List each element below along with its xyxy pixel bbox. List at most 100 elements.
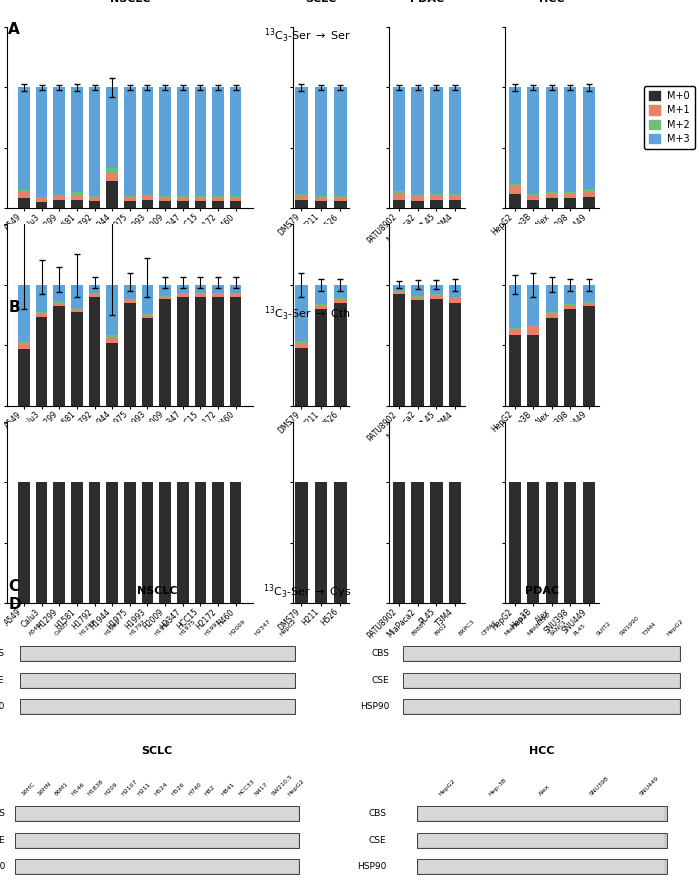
Bar xyxy=(53,482,65,603)
Bar xyxy=(124,303,136,405)
Text: H526: H526 xyxy=(171,781,185,797)
Bar xyxy=(106,284,118,335)
Bar xyxy=(412,284,424,296)
Text: Hep-3B: Hep-3B xyxy=(488,777,508,797)
Bar xyxy=(159,297,171,299)
Text: 16HN: 16HN xyxy=(37,781,52,797)
Bar xyxy=(106,182,118,208)
Text: H2347: H2347 xyxy=(254,619,272,637)
Text: A: A xyxy=(8,22,20,37)
Bar xyxy=(71,87,82,192)
Title: HCC: HCC xyxy=(529,746,554,756)
Bar xyxy=(212,297,224,405)
Bar xyxy=(142,87,153,195)
Title: PDAC: PDAC xyxy=(410,0,444,4)
Bar xyxy=(89,200,100,208)
Bar xyxy=(404,674,679,687)
Bar xyxy=(509,284,521,328)
Text: CSE: CSE xyxy=(369,836,387,845)
Text: Alex: Alex xyxy=(538,784,552,797)
Bar xyxy=(295,341,308,343)
Bar xyxy=(21,674,294,687)
Bar xyxy=(71,200,82,208)
Bar xyxy=(142,284,153,314)
Bar xyxy=(546,87,558,192)
Text: HepG2: HepG2 xyxy=(279,618,298,637)
Bar xyxy=(106,482,118,603)
Text: H1838: H1838 xyxy=(87,779,105,797)
Bar xyxy=(412,196,424,200)
Bar xyxy=(431,284,442,294)
Bar xyxy=(212,196,224,197)
Bar xyxy=(106,337,118,343)
Bar xyxy=(195,87,206,196)
Text: SW1990: SW1990 xyxy=(619,616,641,637)
Bar xyxy=(124,482,136,603)
Bar xyxy=(315,304,327,306)
Text: HSP90: HSP90 xyxy=(0,702,4,711)
Bar xyxy=(195,293,206,294)
Bar xyxy=(106,335,118,337)
Bar xyxy=(295,482,308,603)
Text: D: D xyxy=(8,597,21,612)
Text: H1975: H1975 xyxy=(179,619,196,637)
Title: SCLC: SCLC xyxy=(305,0,336,4)
Bar xyxy=(159,284,171,296)
Bar xyxy=(449,297,461,298)
Bar xyxy=(509,482,521,603)
Bar xyxy=(15,859,299,874)
Bar xyxy=(124,299,136,300)
Bar xyxy=(177,482,189,603)
Bar xyxy=(509,87,521,184)
Bar xyxy=(564,192,577,193)
Bar xyxy=(177,297,189,405)
Bar xyxy=(18,190,29,192)
Text: $^{13}$C$_3$-Ser $\rightarrow$ Cys: $^{13}$C$_3$-Ser $\rightarrow$ Cys xyxy=(264,583,352,601)
Text: 86M1: 86M1 xyxy=(54,781,69,797)
Bar xyxy=(431,195,442,200)
Bar xyxy=(564,482,577,603)
Bar xyxy=(393,294,405,405)
Bar xyxy=(195,294,206,297)
Bar xyxy=(124,284,136,299)
Bar xyxy=(528,200,540,208)
Text: SW210.5: SW210.5 xyxy=(271,774,294,797)
Bar xyxy=(18,199,29,208)
Bar xyxy=(195,284,206,293)
Bar xyxy=(315,309,327,405)
Bar xyxy=(546,318,558,405)
Bar xyxy=(20,699,295,714)
Bar xyxy=(334,298,347,299)
Bar xyxy=(315,200,327,208)
Bar xyxy=(230,200,241,208)
Text: H1993: H1993 xyxy=(203,619,222,637)
Bar xyxy=(393,482,405,603)
Bar xyxy=(142,315,153,318)
Bar xyxy=(412,87,424,195)
Bar xyxy=(315,196,327,197)
Bar xyxy=(212,87,224,196)
Bar xyxy=(403,647,680,661)
Bar xyxy=(412,195,424,196)
Text: H82: H82 xyxy=(203,784,216,797)
Bar xyxy=(546,193,558,199)
Bar xyxy=(528,87,540,193)
Bar xyxy=(142,318,153,405)
Bar xyxy=(546,482,558,603)
Bar xyxy=(334,197,347,200)
Bar xyxy=(18,348,29,405)
Bar xyxy=(583,301,595,303)
Text: CSE: CSE xyxy=(0,675,4,685)
Bar xyxy=(212,294,224,297)
Bar xyxy=(230,196,241,197)
Bar xyxy=(315,197,327,200)
Bar xyxy=(36,202,48,208)
Bar xyxy=(417,806,667,822)
Bar xyxy=(564,306,577,309)
Bar xyxy=(89,297,100,405)
Bar xyxy=(21,700,294,713)
Bar xyxy=(528,195,540,200)
Bar xyxy=(431,87,442,193)
Bar xyxy=(419,834,665,846)
Bar xyxy=(295,343,308,347)
